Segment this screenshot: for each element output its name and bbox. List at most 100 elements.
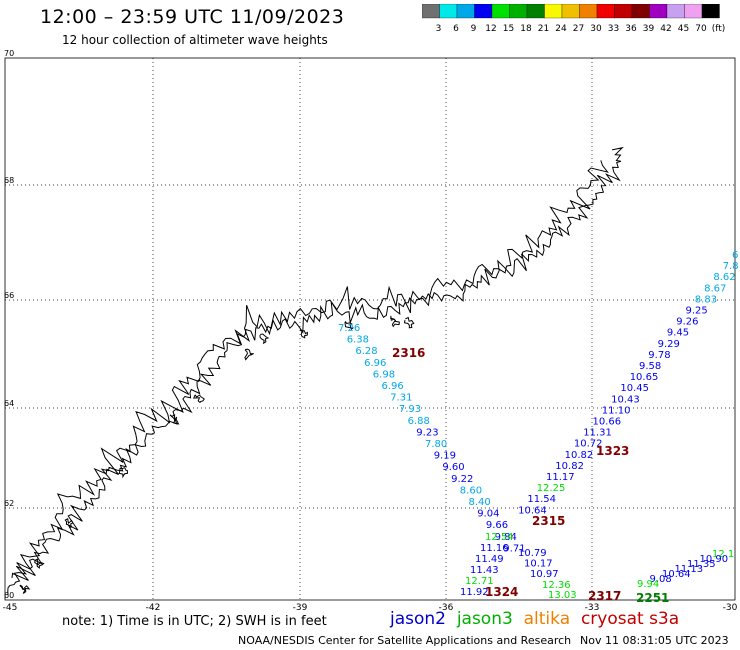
wave-height-value: 10.82 bbox=[555, 461, 584, 472]
wave-height-value: 10.90 bbox=[700, 554, 729, 565]
wave-height-value: 9.22 bbox=[451, 474, 473, 485]
coastline-fjords bbox=[11, 160, 609, 581]
latitude-label: 70 bbox=[4, 49, 14, 58]
coastal-island bbox=[19, 584, 31, 594]
colorbar-label: 33 bbox=[608, 24, 619, 34]
wave-height-value: 11.17 bbox=[546, 472, 575, 483]
timestamp: Nov 11 08:31:05 UTC 2023 bbox=[580, 634, 729, 647]
longitude-label: -42 bbox=[146, 603, 161, 613]
pass-time-label: 2315 bbox=[532, 514, 565, 528]
coastal-island bbox=[118, 467, 129, 479]
coastline-path bbox=[7, 146, 624, 596]
wave-height-value: 10.43 bbox=[611, 394, 640, 405]
colorbar-label: 12 bbox=[485, 24, 496, 34]
longitude-label: -33 bbox=[585, 603, 600, 613]
colorbar-label: 3 bbox=[436, 24, 442, 34]
latitude-label: 62 bbox=[4, 499, 14, 508]
wave-height-value: 9.25 bbox=[686, 306, 708, 317]
wave-height-value: 11.31 bbox=[583, 428, 612, 439]
colorbar-label: 15 bbox=[503, 24, 514, 34]
longitude-label: -30 bbox=[723, 603, 738, 613]
wave-height-value: 8.60 bbox=[460, 485, 482, 496]
colorbar-label: 6 bbox=[453, 24, 459, 34]
wave-height-value: 7.93 bbox=[399, 404, 421, 415]
credit-line: NOAA/NESDIS Center for Satellite Applica… bbox=[238, 634, 572, 647]
coastal-island bbox=[389, 315, 400, 328]
wave-height-value: 12.1 bbox=[712, 549, 734, 560]
coastal-island bbox=[344, 320, 355, 331]
wave-height-value: 8.83 bbox=[695, 294, 717, 305]
coastal-island bbox=[259, 333, 270, 345]
wave-height-value: 9.23 bbox=[416, 427, 438, 438]
colorbar-label: 42 bbox=[660, 24, 671, 34]
wave-height-value: 6.28 bbox=[355, 346, 377, 357]
colorbar-label: 30 bbox=[590, 24, 602, 34]
wave-height-value: 10.64 bbox=[518, 505, 547, 516]
map-subtitle: 12 hour collection of altimeter wave hei… bbox=[62, 33, 328, 47]
wave-height-value: 6.38 bbox=[347, 335, 369, 346]
colorbar-label: 24 bbox=[555, 24, 567, 34]
colorbar-label: 36 bbox=[625, 24, 637, 34]
legend-altika: altika bbox=[523, 609, 571, 629]
wave-height-value: 10.79 bbox=[518, 548, 547, 559]
pass-time-label: 1323 bbox=[596, 444, 629, 458]
latitude-label: 66 bbox=[4, 291, 14, 300]
wave-height-value: 12.71 bbox=[465, 576, 494, 587]
wave-height-value: 6.96 bbox=[364, 358, 386, 369]
colorbar-label: 18 bbox=[520, 24, 532, 34]
colorbar-label: 27 bbox=[573, 24, 584, 34]
wave-height-value: 6.88 bbox=[408, 416, 430, 427]
wave-height-value: 9.04 bbox=[477, 509, 499, 520]
legend-jason3: jason3 bbox=[456, 609, 513, 629]
wave-height-value: 10.45 bbox=[620, 383, 649, 394]
coastal-island bbox=[64, 518, 74, 528]
legend-jason2: jason2 bbox=[390, 609, 446, 629]
wave-height-value: 9.78 bbox=[648, 350, 670, 361]
wave-height-value: 10.97 bbox=[530, 569, 559, 580]
wave-height-value: 9.94 bbox=[637, 579, 659, 590]
colorbar-label: (ft) bbox=[712, 24, 726, 34]
wave-height-value: 7.80 bbox=[425, 439, 447, 450]
wave-height-value: 9.08 bbox=[650, 574, 672, 585]
wave-height-value: 10.64 bbox=[662, 569, 691, 580]
wave-height-value: 9.58 bbox=[639, 361, 661, 372]
map-title: 12:00 – 23:59 UTC 11/09/2023 bbox=[40, 6, 345, 28]
latitude-label: 64 bbox=[4, 399, 14, 408]
longitude-label: -36 bbox=[439, 603, 454, 613]
latitude-label: 60 bbox=[4, 591, 14, 600]
wave-height-value: 6.96 bbox=[382, 381, 404, 392]
coastal-island bbox=[34, 558, 45, 569]
longitude-label: -45 bbox=[3, 603, 18, 613]
wave-height-labels: 7.266.386.286.966.986.967.317.936.889.23… bbox=[338, 250, 739, 601]
pass-time-label: 2251 bbox=[636, 591, 669, 605]
wave-height-value: 12.25 bbox=[537, 483, 566, 494]
greenland-coastline bbox=[7, 146, 624, 596]
longitude-label: -39 bbox=[293, 603, 308, 613]
wave-height-value: 8.62 bbox=[713, 272, 735, 283]
wave-height-value: 8.67 bbox=[704, 283, 726, 294]
wave-height-value: 7.26 bbox=[338, 323, 360, 334]
pass-time-label: 2316 bbox=[392, 346, 425, 360]
wave-height-value: 6 bbox=[732, 250, 738, 261]
coastal-island bbox=[403, 316, 415, 329]
colorbar-label: 70 bbox=[695, 24, 707, 34]
footer-note: note: 1) Time is in UTC; 2) SWH is in fe… bbox=[62, 614, 327, 629]
wave-height-value: 11.43 bbox=[470, 565, 499, 576]
wave-height-value: 12.36 bbox=[542, 580, 571, 591]
graticule-grid bbox=[5, 58, 735, 600]
coastal-island bbox=[169, 414, 180, 425]
wave-height-value: 9.66 bbox=[486, 520, 508, 531]
axis-tick-labels: 70 68 66 64 62 60 -45 -42 -39 -36 -33 -30 bbox=[3, 49, 738, 613]
wave-height-value: 9.19 bbox=[434, 451, 456, 462]
wave-height-value: 10.65 bbox=[630, 372, 659, 383]
coastal-island bbox=[299, 328, 308, 339]
wave-height-value: 6.98 bbox=[373, 369, 395, 380]
colorbar-swatch bbox=[701, 4, 720, 19]
map-frame bbox=[4, 57, 736, 601]
wave-height-value: 10.72 bbox=[574, 439, 603, 450]
wave-height-value: 9.45 bbox=[667, 328, 689, 339]
wave-height-value: 7.31 bbox=[390, 393, 412, 404]
wave-height-value: 11.54 bbox=[527, 494, 556, 505]
wave-height-value: 7.8 bbox=[723, 261, 739, 272]
colorbar-label: 39 bbox=[643, 24, 655, 34]
